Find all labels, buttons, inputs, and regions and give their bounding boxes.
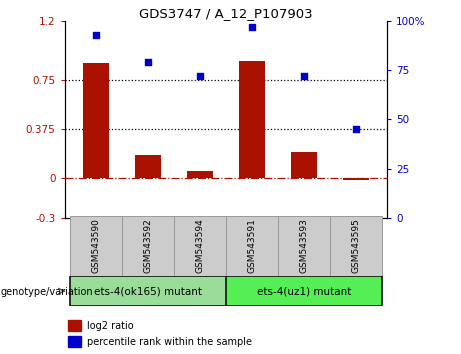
Bar: [135, 155, 161, 178]
Text: GSM543595: GSM543595: [351, 218, 361, 273]
Bar: [343, 178, 369, 181]
Text: ets-4(uz1) mutant: ets-4(uz1) mutant: [257, 286, 351, 296]
Bar: [278, 216, 330, 278]
Bar: [122, 216, 174, 278]
Text: log2 ratio: log2 ratio: [87, 321, 134, 331]
Bar: [83, 63, 109, 178]
Bar: [187, 171, 213, 178]
Bar: [330, 216, 382, 278]
Title: GDS3747 / A_12_P107903: GDS3747 / A_12_P107903: [139, 7, 313, 20]
Point: [248, 24, 255, 30]
Point: [144, 60, 152, 65]
Point: [300, 73, 307, 79]
Text: GSM543592: GSM543592: [143, 218, 152, 273]
Bar: [68, 336, 81, 347]
Text: GSM543594: GSM543594: [195, 218, 204, 273]
Bar: [70, 216, 122, 278]
Point: [352, 126, 360, 132]
Point: [196, 73, 204, 79]
Text: genotype/variation: genotype/variation: [1, 287, 94, 297]
Bar: [226, 276, 382, 306]
Text: percentile rank within the sample: percentile rank within the sample: [87, 337, 252, 347]
Point: [92, 32, 100, 38]
Text: GSM543591: GSM543591: [248, 218, 256, 273]
Bar: [291, 152, 317, 178]
Bar: [70, 276, 226, 306]
Text: ets-4(ok165) mutant: ets-4(ok165) mutant: [94, 286, 202, 296]
Text: GSM543593: GSM543593: [300, 218, 308, 273]
Text: GSM543590: GSM543590: [91, 218, 100, 273]
Bar: [174, 216, 226, 278]
Bar: [239, 61, 265, 178]
Bar: [226, 216, 278, 278]
Bar: [68, 320, 81, 331]
